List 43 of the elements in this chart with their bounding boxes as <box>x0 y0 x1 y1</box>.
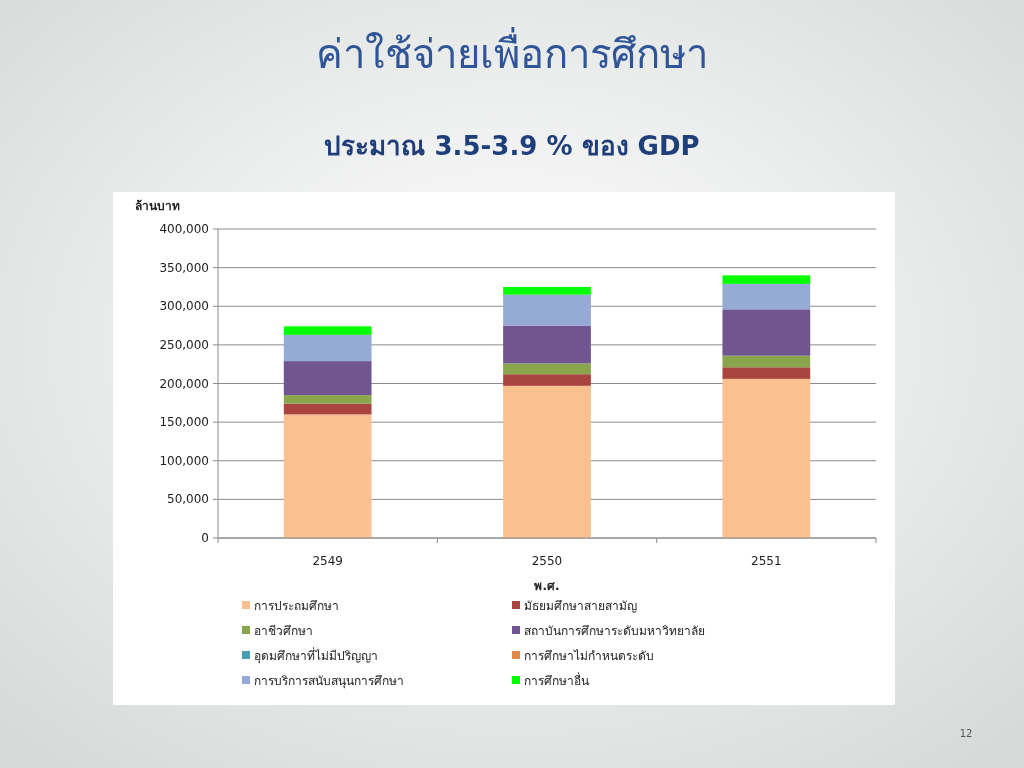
bar <box>283 403 372 415</box>
bar <box>722 378 811 538</box>
text: 12 <box>959 728 973 739</box>
y-tick-label: 400,000 <box>159 222 209 236</box>
x-axis-title: พ.ศ. <box>534 579 560 593</box>
y-tick-label: 150,000 <box>159 415 209 430</box>
bar <box>283 414 372 538</box>
bar <box>283 395 372 404</box>
y-tick-label: 350,000 <box>159 260 209 275</box>
y-tick-label: 100,000 <box>159 453 209 468</box>
bar <box>503 374 591 386</box>
legend-label: การศึกษาอื่น <box>524 672 589 688</box>
legend-label: การประถมศึกษา <box>254 599 339 613</box>
bar <box>722 367 811 379</box>
bar <box>722 283 811 310</box>
legend-label: สถาบันการศึกษาระดับมหาวิทยาลัย <box>524 624 705 638</box>
bar <box>503 385 591 538</box>
legend-label: มัธยมศึกษาสายสามัญ <box>524 599 637 613</box>
legend-label: การศึกษาไม่กำหนดระดับ <box>524 649 654 663</box>
y-tick-label: 0 <box>201 531 209 545</box>
x-tick-label: 2549 <box>312 554 343 568</box>
bar <box>503 294 591 326</box>
y-tick-label: 50,000 <box>167 492 209 507</box>
chart-title: ค่าใช้จ่ายเพื่อการศึกษา <box>316 27 708 77</box>
bar <box>722 275 811 284</box>
bar <box>283 326 372 335</box>
y-axis-title: ล้านบาท <box>135 199 180 213</box>
bar <box>503 325 591 364</box>
y-tick-label: 250,000 <box>159 337 209 352</box>
bar <box>283 334 372 362</box>
y-tick-label: 200,000 <box>159 376 209 391</box>
x-tick-label: 2550 <box>531 554 563 568</box>
bar <box>503 363 591 375</box>
bar <box>722 309 811 356</box>
legend-label: อุดมศึกษาที่ไม่มีปริญญา <box>254 647 378 664</box>
bar <box>722 355 811 368</box>
chart-subtitle: ประมาณ 3.5-3.9 % ของ GDP <box>324 131 700 161</box>
bar <box>283 361 372 396</box>
x-tick-label: 2551 <box>751 554 782 568</box>
y-tick-label: 300,000 <box>159 299 209 314</box>
bar <box>503 286 591 295</box>
legend-label: การบริการสนับสนุนการศึกษา <box>254 674 404 689</box>
legend-label: อาชีวศึกษา <box>254 624 313 638</box>
